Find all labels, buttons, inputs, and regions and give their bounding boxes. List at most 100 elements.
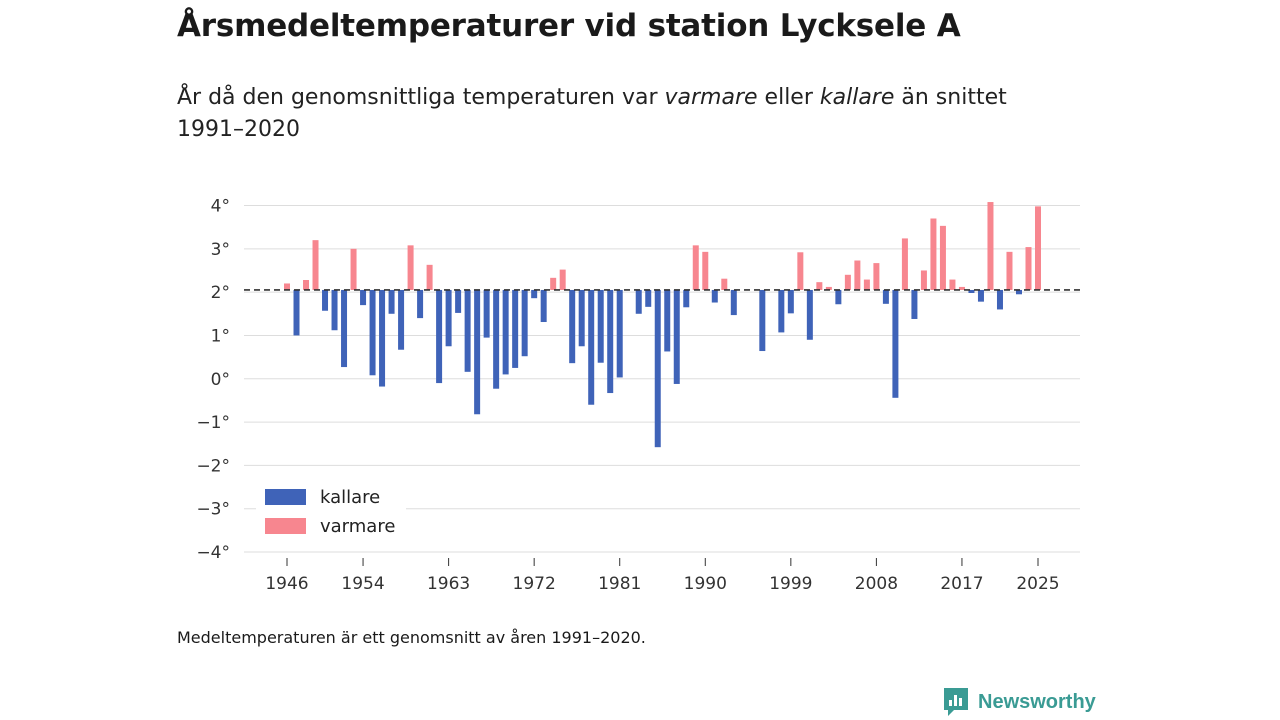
bar-1977 [578,289,585,347]
x-tick-label: 1990 [684,574,727,594]
bar-1980 [607,289,614,394]
bar-2001 [806,289,813,340]
bar-1974 [550,277,557,290]
bar-2015 [939,225,946,290]
bar-1948 [303,279,310,290]
bar-1993 [730,289,737,316]
bar-2013 [920,270,927,290]
bar-1991 [711,289,718,303]
bar-1970 [512,289,519,368]
bar-1968 [493,289,500,389]
chart-footnote: Medeltemperaturen är ett genomsnitt av å… [177,628,646,647]
bar-2012 [911,289,918,319]
y-tick-label: 4° [211,197,230,217]
bar-2000 [797,252,804,290]
bar-2007 [863,279,870,290]
bar-2014 [930,218,937,290]
bar-1966 [474,289,481,415]
bar-2010 [892,289,899,398]
y-tick-label: −2° [196,456,230,476]
y-tick-label: −4° [196,543,230,563]
y-tick-label: −3° [196,500,230,520]
bar-1999 [787,289,794,314]
subtitle-text-3: än snittet 1991–2020 [177,85,1007,142]
bar-2021 [996,289,1003,310]
bar-1951 [331,289,338,331]
bar-2006 [854,260,861,290]
bar-2004 [835,289,842,305]
bar-1958 [398,289,405,350]
chart-subtitle: År då den genomsnittliga temperaturen va… [177,82,1057,146]
brand-logo[interactable]: Newsworthy [942,686,1096,718]
bar-2008 [873,263,880,290]
bar-1953 [350,248,357,290]
bar-1967 [483,289,490,338]
bar-1950 [322,289,329,311]
bar-1988 [683,289,690,308]
subtitle-text-2: eller [757,85,820,110]
bar-2003 [825,286,832,290]
bar-1975 [559,269,566,290]
bar-2005 [844,274,851,290]
bar-1956 [379,289,386,387]
legend-label-warmer: varmare [320,516,395,537]
bar-2002 [816,282,823,290]
bar-1996 [759,289,766,352]
bar-1961 [426,264,433,290]
bar-2023 [1015,289,1022,295]
bar-1971 [521,289,528,357]
bar-1957 [388,289,395,314]
bar-1976 [569,289,576,364]
bar-1947 [293,289,300,336]
subtitle-cold-word: kallare [819,85,895,110]
bar-1983 [635,289,642,314]
bar-1952 [341,289,348,368]
legend-swatch-colder [265,489,306,505]
x-tick-label: 1954 [341,574,384,594]
y-tick-label: 0° [211,370,230,390]
bar-2020 [987,202,994,290]
x-tick-label: 1981 [598,574,641,594]
bar-1992 [721,278,728,290]
subtitle-text-1: År då den genomsnittliga temperaturen va… [177,85,665,110]
bar-1960 [417,289,424,319]
bar-1986 [664,289,671,352]
bar-1978 [588,289,595,405]
legend-swatch-warmer [265,518,306,534]
y-tick-label: 1° [211,326,230,346]
y-tick-label: −1° [196,413,230,433]
bar-1946 [284,283,290,290]
bar-1972 [531,289,538,299]
bar-2017 [958,286,965,290]
bar-2009 [882,289,889,304]
x-tick-label: 1946 [265,574,308,594]
brand-name: Newsworthy [978,690,1096,713]
bar-1954 [360,289,367,306]
bar-1973 [540,289,547,323]
bar-1964 [455,289,462,313]
bar-2025 [1035,206,1041,290]
bar-1955 [369,289,376,376]
x-tick-label: 1963 [427,574,470,594]
newsworthy-logo-icon [944,688,968,716]
subtitle-warm-word: varmare [664,85,758,110]
y-tick-label: 3° [211,240,230,260]
x-tick-label: 2025 [1016,574,1059,594]
bar-1984 [645,289,652,307]
bar-2018 [968,289,975,293]
bar-2024 [1025,247,1032,290]
bar-1985 [654,289,661,448]
bar-1979 [597,289,604,363]
x-tick-label: 1999 [769,574,812,594]
bar-1990 [702,251,709,290]
temperature-bar-chart: 4° 3° 2° 1° 0° −1° −2° −3° −4° 1946 1954 1963 1972 19… [196,197,1080,594]
x-tick-label: 2017 [940,574,983,594]
bar-1969 [502,289,509,375]
bar-1981 [616,289,623,378]
bar-1959 [407,245,414,290]
x-tick-label: 2008 [855,574,898,594]
legend-label-colder: kallare [320,487,380,508]
bar-1965 [464,289,471,372]
bar-2019 [977,289,984,302]
bar-2022 [1006,251,1013,290]
